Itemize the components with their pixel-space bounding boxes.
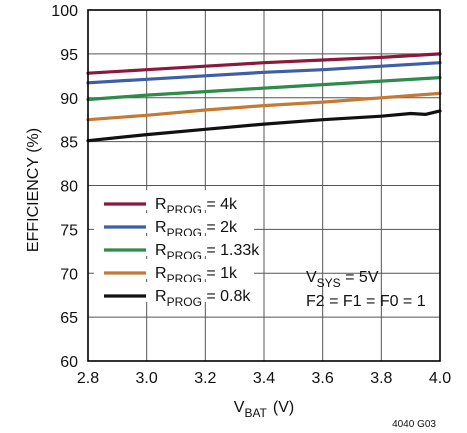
y-tick-label-4: 80 bbox=[60, 179, 78, 196]
series-line-2 bbox=[86, 75, 442, 102]
y-tick-label-8: 100 bbox=[51, 3, 78, 20]
series-line-0 bbox=[86, 52, 442, 75]
y-tick-label-5: 85 bbox=[60, 135, 78, 152]
plot-frame bbox=[87, 9, 441, 362]
x-tick-label-1: 3.0 bbox=[136, 370, 158, 387]
legend-label-4: RPROG = 0.8k bbox=[155, 288, 251, 309]
x-axis-label: VBAT (V) bbox=[234, 399, 294, 420]
series-line-4 bbox=[86, 109, 442, 143]
y-tick-labels: 60 65 70 75 80 85 90 95 100 bbox=[51, 3, 78, 371]
y-tick-label-2: 70 bbox=[60, 266, 78, 283]
y-axis-label: EFFICIENCY (%) bbox=[25, 128, 42, 252]
y-tick-label-3: 75 bbox=[60, 222, 78, 239]
x-tick-label-6: 4.0 bbox=[429, 370, 451, 387]
annotation-vsys: VSYS = 5V bbox=[306, 269, 379, 290]
y-tick-label-1: 65 bbox=[60, 310, 78, 327]
y-tick-label-0: 60 bbox=[60, 354, 78, 371]
x-tick-label-2: 3.2 bbox=[194, 370, 216, 387]
y-tick-label-7: 95 bbox=[60, 47, 78, 64]
x-tick-label-3: 3.4 bbox=[253, 370, 275, 387]
series-line-1 bbox=[86, 61, 442, 85]
y-tick-label-6: 90 bbox=[60, 91, 78, 108]
x-tick-label-4: 3.6 bbox=[312, 370, 334, 387]
x-tick-label-0: 2.8 bbox=[77, 370, 99, 387]
series-line-3 bbox=[86, 91, 442, 122]
series-lines bbox=[86, 52, 442, 143]
annotation-f-bits: F2 = F1 = F0 = 1 bbox=[306, 293, 426, 310]
x-tick-label-5: 3.8 bbox=[370, 370, 392, 387]
x-tick-labels: 2.8 3.0 3.2 3.4 3.6 3.8 4.0 bbox=[77, 370, 451, 387]
figure-id: 4040 G03 bbox=[392, 419, 436, 430]
